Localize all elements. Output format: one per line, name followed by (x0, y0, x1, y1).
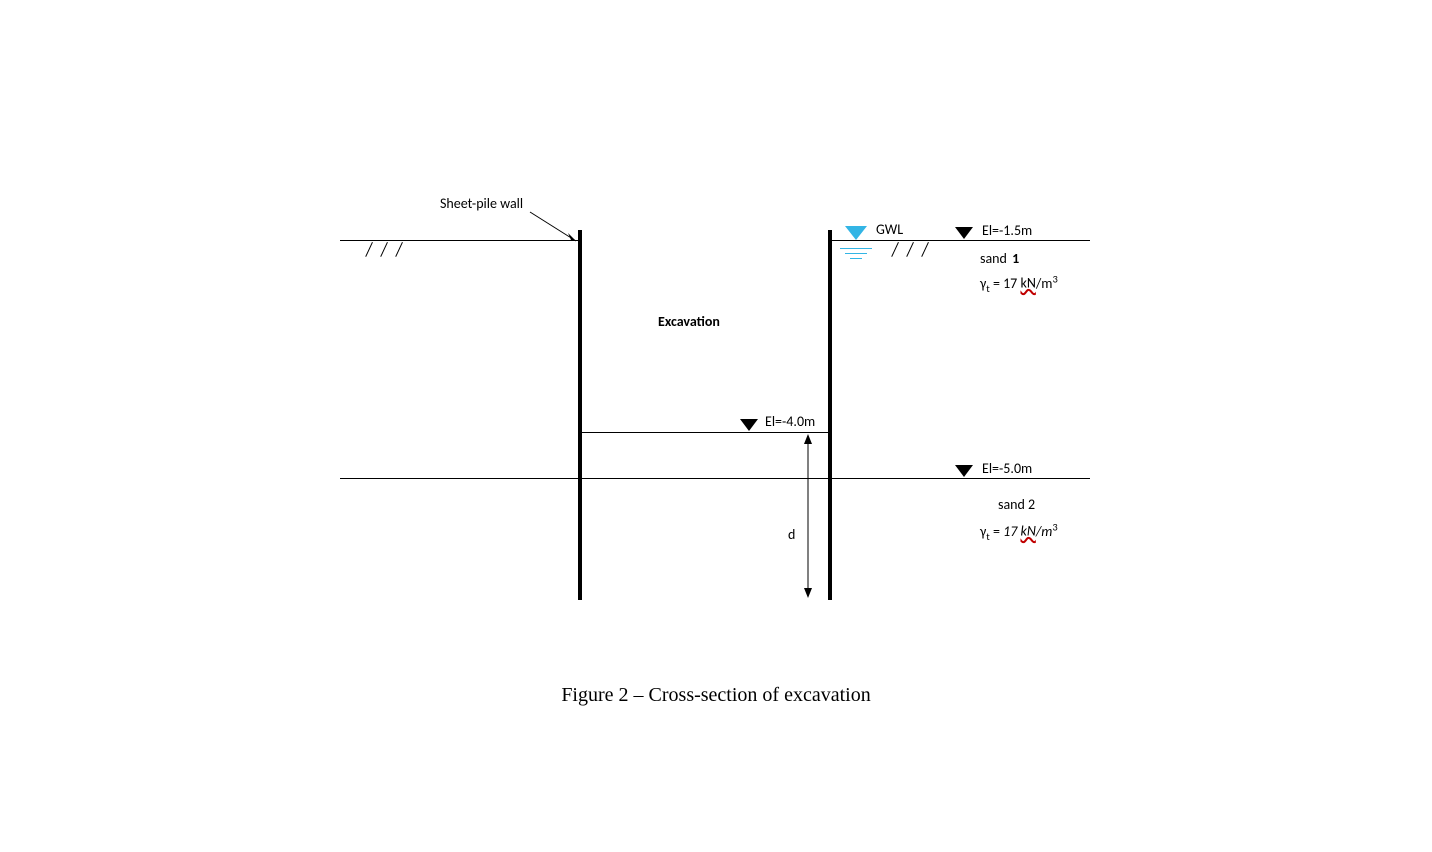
ground-hatch-right (898, 242, 943, 262)
sheet-pile-wall-right (828, 230, 832, 600)
gamma1-unit: kN (1020, 275, 1035, 292)
sheet-pile-wall-left (578, 230, 582, 600)
ground-hatch-left (372, 242, 417, 262)
elevation-marker-top-icon (955, 227, 973, 239)
soil-layer-1-gamma: γt = 17 kN/m3 (980, 272, 1058, 294)
gwl-marker-icon (845, 226, 867, 240)
figure-caption: Figure 2 – Cross-section of excavation (0, 684, 1432, 707)
water-table-lines-icon (838, 244, 874, 263)
soil-layer-2-name: sand 2 (998, 496, 1035, 513)
elevation-marker-layer-icon (955, 465, 973, 477)
elevation-marker-exc-icon (740, 419, 758, 431)
sheet-pile-label: Sheet-pile wall (440, 195, 523, 212)
excavation-label: Excavation (658, 313, 720, 330)
soil-layer-2-gamma: γt = 17 kN/m3 (980, 520, 1058, 542)
gamma2-sym: γt = 17 (980, 523, 1020, 540)
dimension-d-label: d (788, 526, 795, 543)
gamma1-sym: γt = 17 (980, 275, 1020, 292)
elevation-exc-label: El=-4.0m (765, 413, 815, 430)
sand1-text: sand (980, 250, 1007, 267)
elevation-top-label: El=-1.5m (982, 222, 1032, 239)
dimension-d-arrow-icon (0, 0, 1432, 852)
ground-surface-left (340, 240, 580, 241)
soil-layer-1-name: sand 1 (980, 250, 1019, 267)
gwl-label: GWL (876, 221, 903, 238)
gamma2-unit2: /m3 (1036, 523, 1058, 540)
layer-boundary-line (340, 478, 1090, 479)
sheet-pile-leader-icon (0, 0, 1432, 852)
gamma2-unit: kN (1020, 523, 1035, 540)
sand1-num: 1 (1012, 250, 1019, 267)
gamma1-unit2: /m3 (1036, 275, 1058, 292)
elevation-layer-label: El=-5.0m (982, 460, 1032, 477)
ground-surface-right (828, 240, 1090, 241)
figure-stage: GWL El=-1.5m El=-4.0m El=-5.0m Sheet-pil… (0, 0, 1432, 852)
excavation-base-line (582, 432, 830, 433)
